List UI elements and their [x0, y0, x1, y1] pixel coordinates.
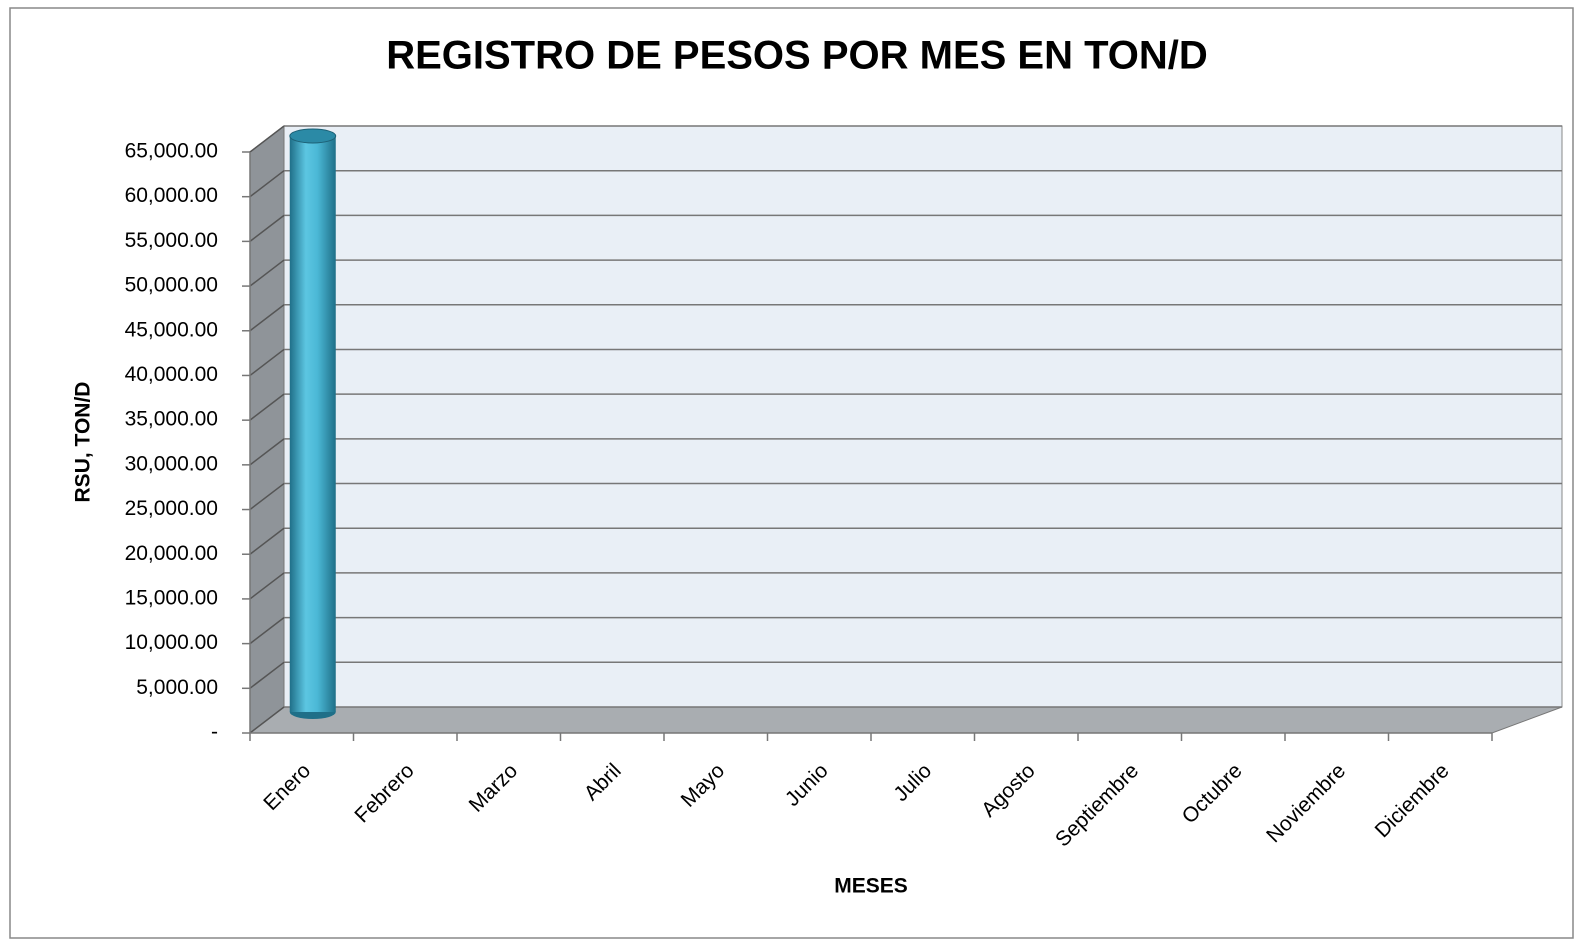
y-tick-label: -	[211, 721, 218, 744]
grid-line-side	[249, 438, 285, 466]
grid-line-side	[249, 214, 285, 242]
side-wall	[249, 124, 285, 735]
y-tick-label: 60,000.00	[125, 184, 218, 207]
floor	[248, 706, 1563, 734]
y-tick-label: 5,000.00	[136, 676, 218, 699]
back-wall	[283, 125, 1563, 708]
y-tick-label: 10,000.00	[125, 631, 218, 654]
grid-line-side	[249, 482, 285, 511]
y-tick-label: 40,000.00	[125, 363, 218, 386]
grid-line-side	[249, 706, 285, 734]
y-tick-label: 25,000.00	[125, 497, 218, 520]
grid-line-side	[249, 170, 285, 198]
bar-body	[289, 136, 336, 712]
grid-line-side	[249, 259, 285, 287]
grid-line-side	[249, 125, 285, 153]
grid-line-side	[249, 304, 285, 332]
chart-title: REGISTRO DE PESOS POR MES EN TON/D	[386, 34, 1208, 78]
y-tick-label: 20,000.00	[125, 542, 218, 565]
y-axis-label: RSU, TON/D	[72, 382, 95, 503]
bar-top	[289, 128, 337, 144]
bar	[289, 128, 337, 719]
y-tick-label: 55,000.00	[125, 229, 218, 252]
grid-line-side	[249, 393, 285, 421]
grid-line-side	[249, 348, 285, 377]
grid-line-side	[249, 527, 285, 555]
y-tick-label: 30,000.00	[125, 452, 218, 475]
y-tick-label: 65,000.00	[125, 140, 218, 163]
y-tick-label: 15,000.00	[125, 586, 218, 609]
grid-line-side	[249, 572, 285, 600]
y-tick-label: 45,000.00	[125, 318, 218, 341]
y-tick-label: 50,000.00	[125, 274, 218, 297]
x-axis-label: MESES	[834, 875, 908, 898]
y-tick-label: 35,000.00	[125, 408, 218, 431]
grid-line-side	[249, 661, 285, 689]
grid-line-side	[249, 617, 285, 645]
